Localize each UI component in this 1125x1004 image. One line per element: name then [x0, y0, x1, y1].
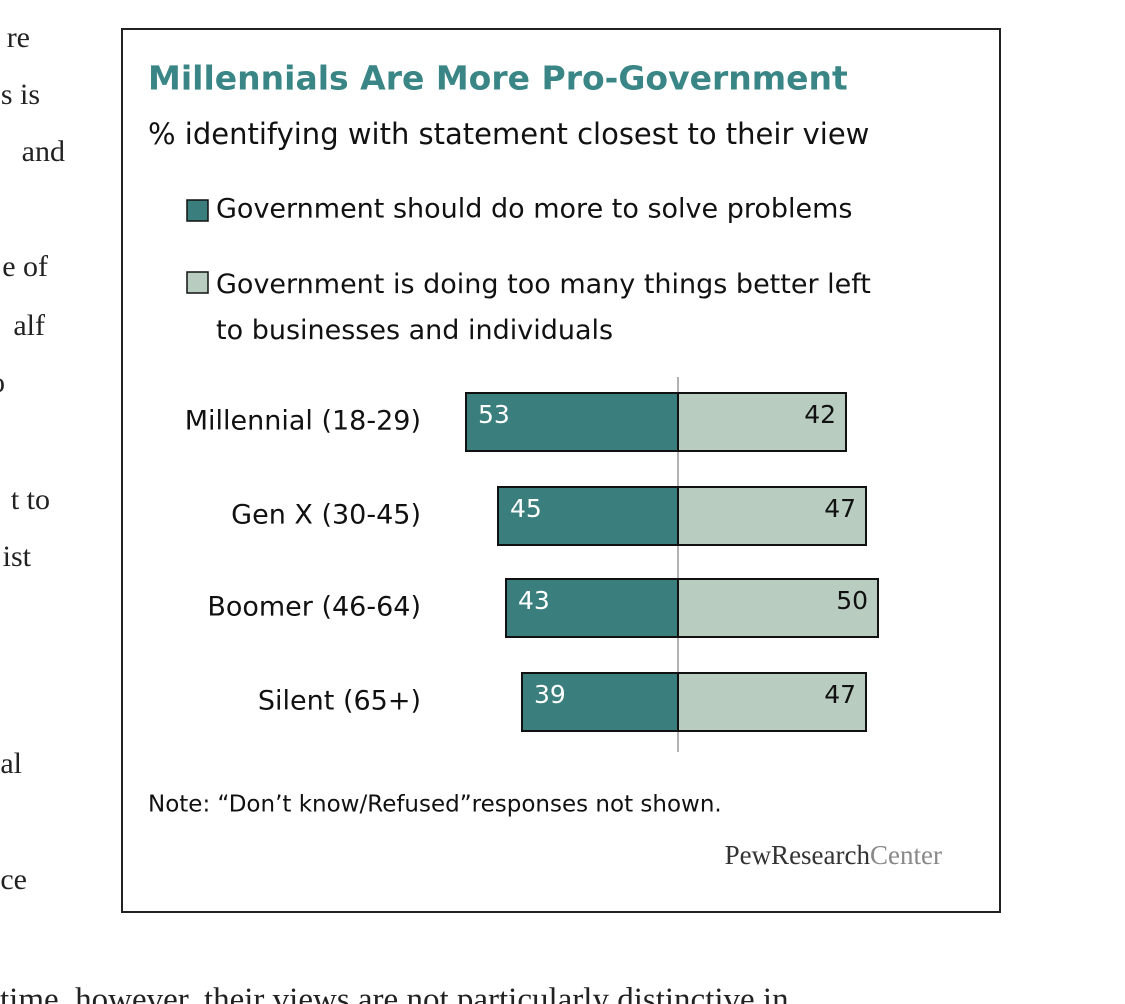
source: PewResearchCenter — [725, 840, 942, 870]
body-text: re — [7, 21, 30, 54]
body-text: e of — [2, 250, 48, 283]
data-label: 43 — [518, 586, 550, 615]
category-label: Gen X (30-45) — [231, 500, 421, 531]
body-text: o — [0, 366, 5, 399]
body-text: time, however, their views are not parti… — [0, 982, 789, 1004]
note: Note: “Don’t know/Refused”responses not … — [148, 792, 722, 818]
body-text: ist — [3, 540, 32, 573]
data-label: 39 — [534, 680, 566, 709]
bar — [677, 392, 847, 452]
body-text: and — [22, 135, 65, 168]
source-light: Center — [870, 840, 942, 870]
category-label: Silent (65+) — [258, 686, 421, 717]
bar — [677, 672, 867, 732]
bar — [497, 486, 679, 546]
bar — [677, 578, 879, 638]
chart-subtitle: % identifying with statement closest to … — [148, 117, 869, 151]
data-label: 50 — [836, 586, 868, 615]
body-text: alf — [13, 309, 45, 342]
legend-swatch — [186, 271, 209, 294]
data-label: 47 — [824, 494, 856, 523]
data-label: 53 — [478, 400, 510, 429]
body-text: s is — [1, 78, 40, 111]
chart-title: Millennials Are More Pro-Government — [148, 59, 848, 98]
body-text: al — [0, 747, 22, 780]
data-label: 42 — [804, 400, 836, 429]
legend-label: Government should do more to solve probl… — [216, 194, 853, 225]
source-bold: PewResearch — [725, 840, 871, 870]
chart-frame — [121, 28, 1001, 913]
category-label: Boomer (46-64) — [207, 592, 421, 623]
data-label: 47 — [824, 680, 856, 709]
bar — [677, 486, 867, 546]
legend-swatch — [186, 199, 209, 222]
category-label: Millennial (18-29) — [185, 406, 421, 437]
body-text: t to — [11, 483, 50, 516]
data-label: 45 — [510, 494, 542, 523]
body-text: ce — [0, 863, 27, 896]
legend-label: Government is doing too many things bett… — [216, 269, 871, 346]
